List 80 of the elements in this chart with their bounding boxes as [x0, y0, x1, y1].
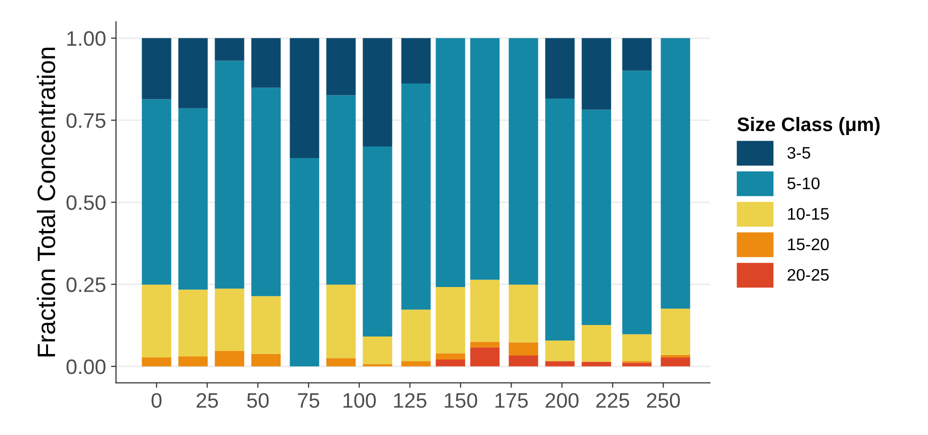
bar [142, 38, 172, 100]
bar [401, 361, 431, 366]
x-tick-label: 200 [546, 393, 579, 408]
bar [251, 296, 281, 354]
bar [660, 354, 690, 358]
x-tick-label: 225 [596, 393, 630, 408]
legend-label: 20-25 [788, 268, 829, 281]
bar [401, 310, 431, 362]
bar [508, 342, 538, 356]
x-tick-label: 175 [495, 393, 528, 408]
x-tick-label: 250 [646, 393, 680, 408]
legend-label: 3-5 [787, 146, 810, 159]
bar [142, 358, 172, 366]
bar [470, 342, 500, 348]
bar [545, 340, 575, 362]
y-tick-label: 0.75 [66, 113, 106, 128]
bar [436, 359, 466, 366]
bar [436, 38, 466, 287]
legend-label: 15-20 [788, 238, 829, 250]
y-tick-label: 1.00 [67, 31, 106, 46]
x-tick-label: 100 [343, 393, 376, 408]
bar [622, 38, 652, 71]
x-tick-label: 75 [298, 393, 320, 408]
bar [436, 353, 466, 360]
bar [214, 38, 244, 61]
bar [326, 284, 356, 358]
x-tick-label: 125 [394, 393, 426, 408]
bar [214, 288, 244, 351]
bar [362, 38, 392, 146]
bar [178, 108, 208, 290]
bar [545, 38, 575, 99]
bar [214, 350, 244, 366]
bar [545, 361, 575, 366]
y-axis-title: Fraction Total Concentration [36, 48, 56, 356]
bar [251, 354, 281, 366]
bar [470, 347, 500, 366]
bar [622, 362, 652, 366]
bar [401, 83, 431, 310]
bar [582, 362, 612, 366]
bar [508, 284, 538, 342]
bar [362, 146, 392, 337]
y-tick-label: 0.25 [66, 277, 106, 292]
bar [142, 284, 172, 358]
bar [582, 325, 612, 362]
bar [660, 38, 690, 309]
bar [582, 110, 612, 326]
bar [290, 158, 320, 366]
bar [470, 280, 500, 342]
bar [178, 356, 208, 366]
bar [622, 70, 652, 334]
x-tick-label: 150 [444, 393, 478, 408]
bar [622, 334, 652, 362]
bar [401, 38, 431, 84]
bar [436, 286, 466, 354]
bar [326, 38, 356, 96]
x-tick-label: 25 [196, 393, 218, 408]
y-tick-label: 0.00 [66, 359, 106, 374]
bar [660, 358, 690, 366]
bar [290, 38, 320, 158]
bar [178, 38, 208, 108]
bar [545, 98, 575, 340]
bar [142, 99, 172, 285]
bar [362, 336, 392, 364]
bar [251, 38, 281, 88]
bar [326, 95, 356, 285]
bar [508, 356, 538, 366]
x-tick-label: 50 [247, 393, 269, 408]
bar [582, 38, 612, 110]
bar [326, 358, 356, 366]
bar [470, 38, 500, 280]
bar [178, 290, 208, 357]
bar [251, 88, 281, 296]
bar [214, 60, 244, 289]
x-tick-label: 0 [152, 393, 162, 408]
legend-label: 5-10 [787, 177, 820, 190]
legend-title: Size Class (μm) [737, 116, 880, 136]
bar [508, 38, 538, 285]
bar [660, 308, 690, 355]
legend-label: 10-15 [788, 208, 829, 220]
y-tick-label: 0.50 [66, 195, 106, 210]
